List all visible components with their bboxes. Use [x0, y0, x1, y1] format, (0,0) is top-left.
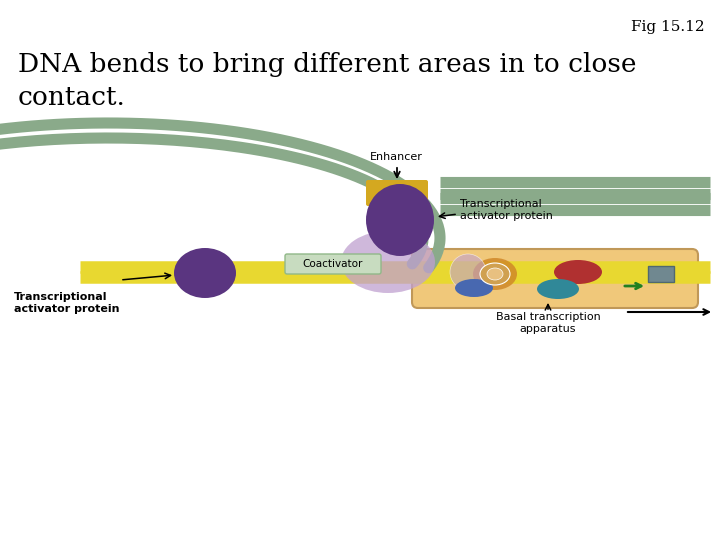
Ellipse shape	[341, 231, 435, 293]
Ellipse shape	[450, 254, 486, 290]
Ellipse shape	[554, 260, 602, 284]
FancyBboxPatch shape	[648, 266, 674, 282]
Text: contact.: contact.	[18, 85, 126, 110]
Text: Fig 15.12: Fig 15.12	[631, 20, 705, 34]
Ellipse shape	[537, 279, 579, 299]
Text: Coactivator: Coactivator	[303, 259, 363, 269]
Ellipse shape	[487, 268, 503, 280]
Text: DNA bends to bring different areas in to close: DNA bends to bring different areas in to…	[18, 52, 636, 77]
FancyBboxPatch shape	[412, 249, 698, 308]
FancyBboxPatch shape	[285, 254, 381, 274]
Ellipse shape	[480, 263, 510, 285]
Text: Basal transcription
apparatus: Basal transcription apparatus	[495, 312, 600, 334]
Ellipse shape	[174, 248, 236, 298]
Ellipse shape	[455, 279, 493, 297]
Text: Enhancer: Enhancer	[370, 152, 423, 162]
FancyBboxPatch shape	[366, 180, 428, 206]
Text: Transcriptional
activator protein: Transcriptional activator protein	[14, 292, 120, 314]
Text: Transcriptional
activator protein: Transcriptional activator protein	[460, 199, 553, 221]
Ellipse shape	[366, 184, 434, 256]
Ellipse shape	[473, 258, 517, 290]
